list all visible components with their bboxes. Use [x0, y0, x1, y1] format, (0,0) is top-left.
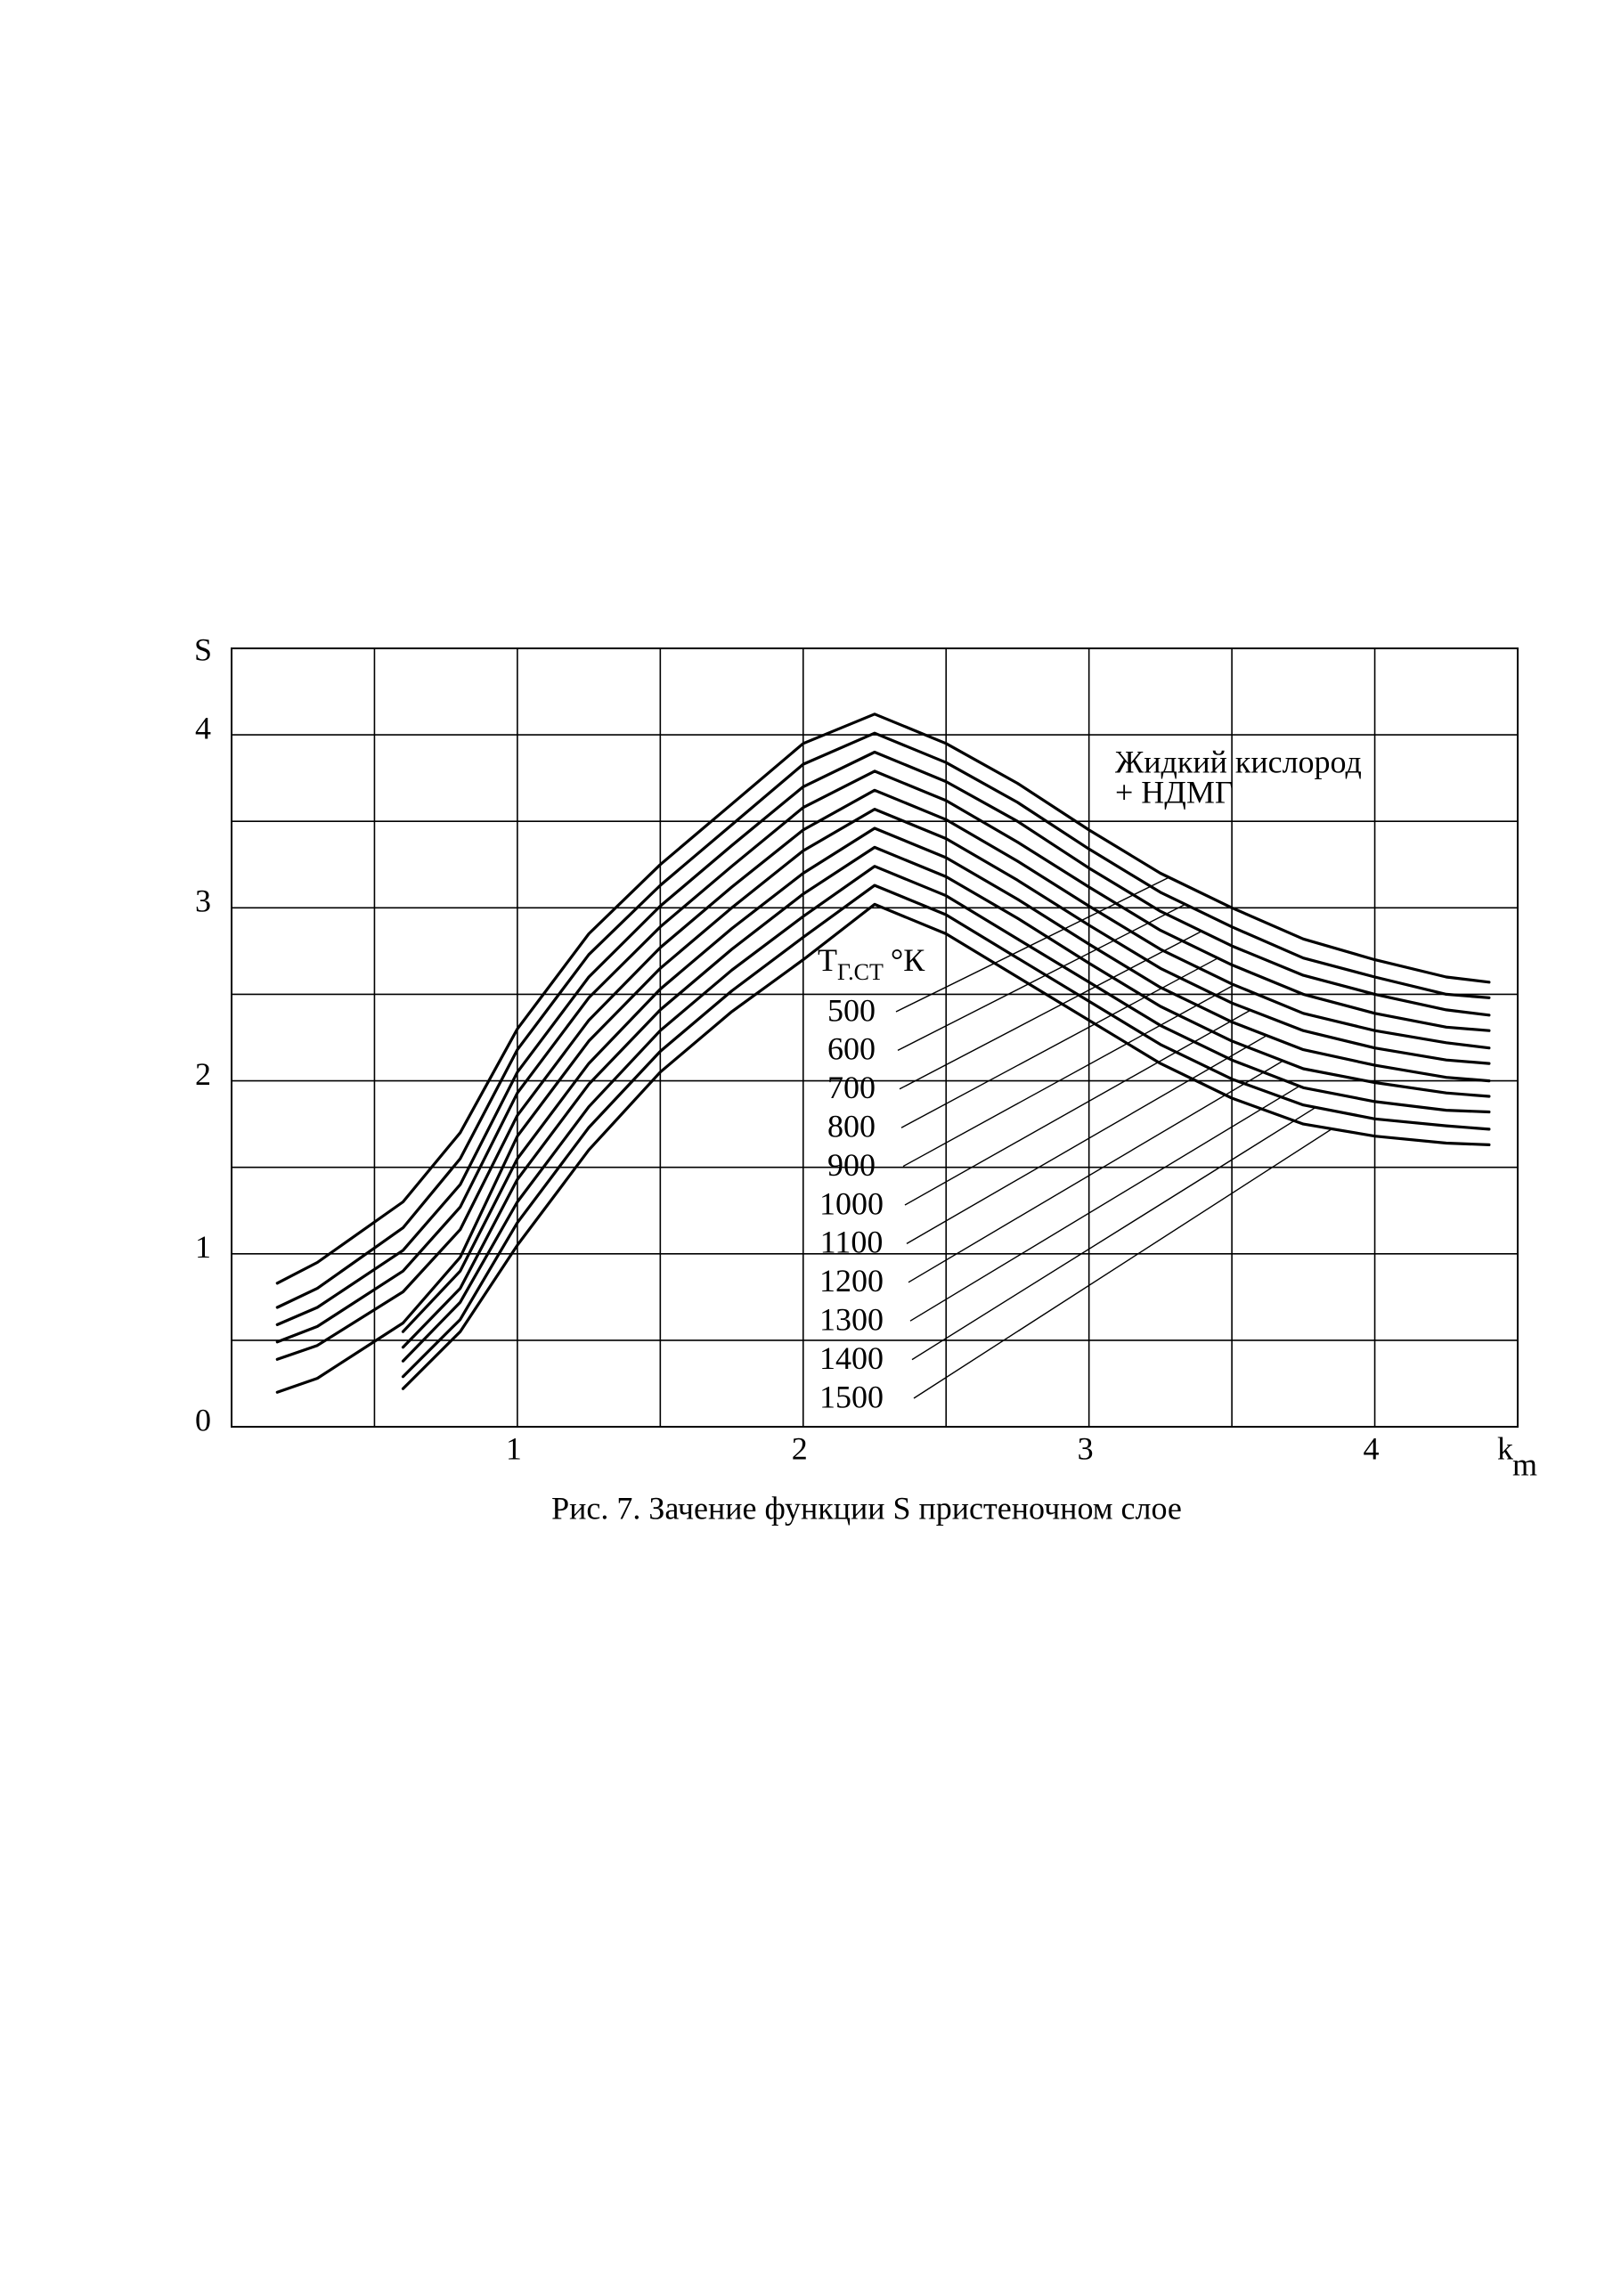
- y-tick-label: 0: [195, 1402, 211, 1437]
- leader-line: [908, 1060, 1283, 1283]
- curve: [275, 750, 1491, 1326]
- legend-label: 700: [827, 1070, 876, 1105]
- curve: [401, 902, 1491, 1390]
- legend-label: 900: [827, 1147, 876, 1183]
- legend-label: 600: [827, 1031, 876, 1067]
- legend-title-unit: °К: [891, 942, 925, 978]
- leader-line: [904, 1009, 1251, 1206]
- curve: [401, 865, 1491, 1363]
- legend-label: 1500: [819, 1379, 884, 1414]
- curve: [275, 808, 1491, 1394]
- legend-label: 1400: [819, 1340, 884, 1376]
- plot-frame: [231, 647, 1519, 1428]
- curve: [401, 826, 1491, 1333]
- y-tick-label: 4: [195, 710, 211, 745]
- leader-line: [906, 1035, 1267, 1245]
- legend-title-sub: Г.СТ: [837, 959, 884, 985]
- y-tick-label: 3: [195, 883, 211, 919]
- annotation: Жидкий кислород: [1115, 744, 1362, 779]
- leader-line: [895, 876, 1169, 1013]
- y-tick-label: 1: [195, 1229, 211, 1265]
- legend-title: TГ.СТ °К: [818, 942, 925, 985]
- x-axis-label-sub: m: [1512, 1446, 1537, 1482]
- x-tick-label: 2: [792, 1430, 808, 1466]
- y-tick-label: 2: [195, 1056, 211, 1092]
- curve: [275, 769, 1491, 1344]
- legend-label: 1200: [819, 1263, 884, 1299]
- curve: [275, 788, 1491, 1361]
- y-axis-label: S: [194, 631, 212, 667]
- annotation: + НДМГ: [1115, 774, 1234, 810]
- legend-label: 1100: [820, 1225, 884, 1260]
- leader-line: [897, 903, 1186, 1052]
- leader-line: [900, 957, 1218, 1128]
- legend-label: 500: [827, 992, 876, 1028]
- legend-label: 1000: [819, 1185, 884, 1221]
- curve: [401, 883, 1491, 1379]
- legend-label: 1300: [819, 1301, 884, 1337]
- leader-line: [909, 1085, 1300, 1322]
- x-axis-label: k: [1497, 1430, 1513, 1466]
- caption: Рис. 7. Зачение функции S пристеночном с…: [551, 1490, 1182, 1526]
- legend-label: 800: [827, 1108, 876, 1144]
- leader-line: [899, 930, 1202, 1090]
- x-tick-label: 3: [1078, 1430, 1094, 1466]
- x-tick-label: 1: [506, 1430, 522, 1466]
- leader-line: [911, 1106, 1316, 1361]
- leader-line: [913, 1128, 1332, 1399]
- curve: [275, 712, 1491, 1285]
- curve: [401, 845, 1491, 1349]
- x-tick-label: 4: [1364, 1430, 1380, 1466]
- legend-title-main: T: [818, 942, 837, 978]
- curve: [275, 731, 1491, 1309]
